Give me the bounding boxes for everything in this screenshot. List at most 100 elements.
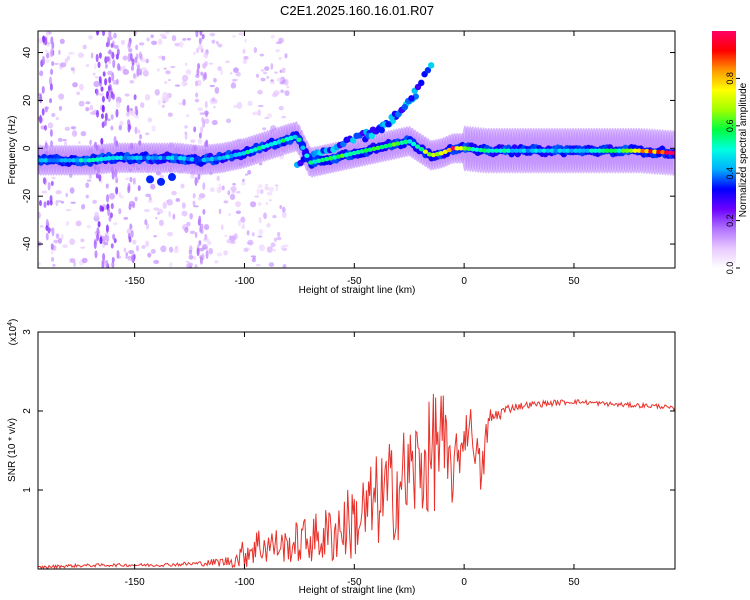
spectrogram-speckle (55, 233, 60, 239)
spectrogram-ridge-core (573, 148, 579, 153)
spectrogram-streak (136, 68, 140, 77)
spectrogram-speckle (159, 33, 166, 37)
spectrogram-speckle (88, 35, 93, 40)
spectrogram-speckle (257, 235, 263, 238)
spectrogram-speckle (133, 115, 140, 119)
spectrogram-speckle (197, 107, 204, 112)
spectrogram-speckle (141, 245, 146, 249)
spectrogram-streak (108, 49, 112, 55)
spectrogram-streak (50, 48, 54, 58)
spectrogram-streak (112, 233, 116, 240)
spectrogram-ridge-core (537, 148, 543, 153)
spectrogram-streak (127, 53, 131, 63)
x-tick-label: -150 (125, 577, 145, 588)
spectrogram-secondary-blob (427, 62, 435, 69)
spectrogram-speckle (228, 235, 232, 241)
spectrogram-speckle (233, 104, 238, 109)
figure-title: C2E1.2025.160.16.01.R07 (280, 3, 434, 18)
spectrogram-ridge-core (217, 155, 223, 161)
spectrogram-streak (134, 56, 138, 63)
spectrogram-speckle (57, 200, 63, 203)
spectrogram-ridge-core (418, 146, 425, 152)
snr-y-axis: 1 2 3 (22, 329, 675, 493)
spectrogram-speckle (73, 261, 76, 267)
spectrogram-ridge-core (47, 158, 53, 163)
spectrogram-ridge-core (351, 150, 357, 156)
spectrogram-speckle (80, 131, 87, 137)
spectrogram-speckle (232, 183, 236, 186)
spectrogram-streak (42, 177, 46, 185)
spectrogram-ridge-core (248, 148, 255, 153)
spectrogram-speckle (125, 177, 129, 181)
spectrogram-speckle (167, 231, 174, 237)
spectrogram-streak (46, 200, 50, 206)
spectrogram-streak (100, 137, 104, 145)
spectrogram-speckle (266, 246, 273, 253)
spectrogram-speckle (167, 112, 173, 117)
spectrogram-speckle (72, 82, 78, 88)
spectrogram-streak (102, 71, 106, 77)
spectrogram-streak (94, 250, 98, 259)
y-tick-label: -20 (22, 189, 33, 204)
spectrogram-streak (42, 55, 46, 65)
spectrogram-speckle (240, 216, 246, 223)
spectrogram-speckle (69, 258, 76, 263)
spectrogram-speckle (113, 32, 117, 39)
spectrogram-speckle (229, 72, 233, 75)
colorbar-ticks: 0.0 0.2 0.4 0.6 0.8 (725, 72, 740, 274)
spectrogram-speckle (282, 263, 287, 268)
spectrogram-ridge-core (146, 155, 152, 161)
spectrogram-speckle (235, 201, 241, 208)
spectrogram-speckle (264, 116, 270, 120)
spectrogram-speckle (62, 244, 68, 249)
spectrogram-speckle (46, 42, 51, 45)
spectrogram-speckle (134, 196, 138, 202)
spectrogram-speckle (247, 169, 252, 175)
spectrogram-ridge-core (70, 158, 77, 163)
spectrogram-speckle (182, 37, 187, 41)
spectrogram-ridge-core (628, 148, 634, 153)
spectrogram-speckle (178, 41, 184, 48)
spectrogram-ridge-core (509, 148, 516, 153)
spectrogram-speckle (94, 76, 99, 79)
spectrogram-speckle (118, 208, 122, 215)
spectrogram-ridge-core (276, 139, 282, 144)
spectrogram-marks (38, 31, 675, 268)
spectrogram-streak (93, 240, 97, 250)
spectrogram-streak (130, 229, 134, 238)
spectrogram-streak (96, 233, 100, 242)
spectrogram-speckle (57, 137, 63, 143)
spectrogram-ridge-core (644, 148, 650, 154)
spectrogram-streak (104, 78, 108, 86)
spectrogram-ridge-core (189, 157, 195, 162)
x-tick-label: 0 (461, 276, 467, 287)
spectrogram-ridge-core (43, 158, 49, 163)
spectrogram-streak (197, 173, 201, 180)
spectrogram-streak (98, 76, 102, 84)
spectrogram-speckle (198, 247, 205, 252)
spectrogram-streak (49, 98, 53, 104)
spectrogram-speckle (243, 38, 247, 43)
spectrogram-speckle (215, 41, 219, 45)
spectrogram-streak (117, 63, 121, 71)
spectrogram-secondary-blob (424, 67, 432, 74)
spectrogram-speckle (272, 248, 276, 252)
x-tick-label: -50 (347, 577, 362, 588)
spectrogram-speckle (228, 212, 231, 217)
spectrogram-ridge-core (244, 149, 251, 155)
spectrogram-speckle (213, 77, 217, 83)
spectrogram-ridge-core (106, 156, 112, 161)
spectrogram-speckle (165, 70, 171, 75)
spectrogram-speckle (154, 89, 160, 96)
spectrogram-speckle (144, 209, 148, 212)
spectrogram-ridge-core (221, 155, 227, 160)
spectrogram-ridge-core (652, 149, 658, 154)
spectrogram-streak (99, 204, 103, 212)
spectrogram-speckle (145, 193, 152, 198)
spectrogram-ridge-core (292, 134, 298, 140)
spectrogram-speckle (214, 86, 220, 94)
spectrogram-speckle (198, 196, 202, 201)
spectrogram-streak (134, 105, 138, 112)
spectrogram-speckle (51, 112, 56, 117)
spectrogram-speckle (168, 210, 172, 218)
